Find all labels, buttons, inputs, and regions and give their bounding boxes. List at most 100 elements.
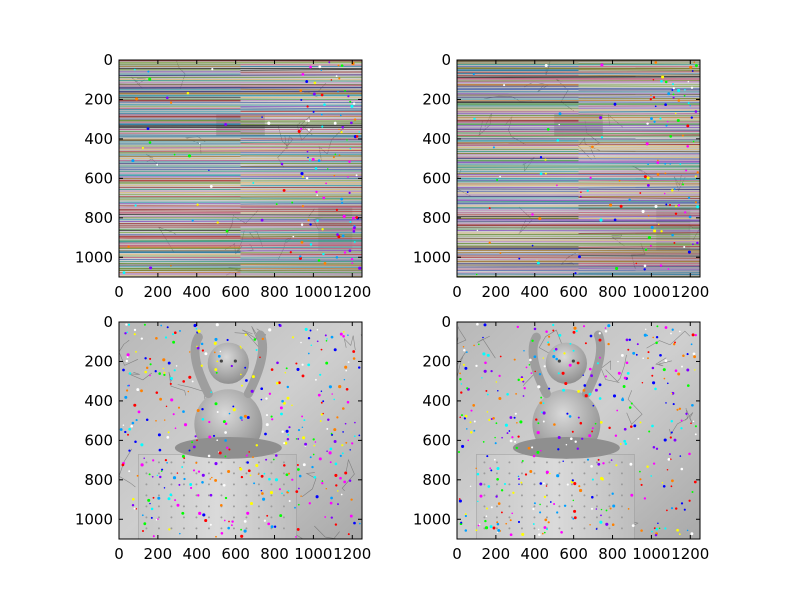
- feature-point: [211, 68, 213, 70]
- feature-point: [529, 470, 532, 473]
- feature-point: [298, 429, 300, 431]
- feature-point: [202, 349, 204, 351]
- feature-point: [684, 211, 686, 213]
- feature-point: [174, 369, 176, 371]
- feature-point: [612, 493, 614, 495]
- box-dimple: [233, 516, 235, 518]
- feature-point: [321, 70, 322, 71]
- box-dimple: [233, 461, 235, 463]
- epipolar-line: [241, 232, 363, 233]
- feature-point: [583, 389, 586, 392]
- feature-point: [585, 342, 587, 344]
- box-dimple: [170, 472, 172, 474]
- feature-point: [679, 533, 681, 535]
- feature-point: [156, 391, 159, 394]
- x-tick-label: 1200: [671, 545, 709, 563]
- feature-point: [606, 509, 608, 511]
- feature-point: [198, 470, 200, 472]
- feature-point: [665, 81, 668, 84]
- feature-point: [651, 226, 654, 229]
- x-tick-label: 800: [260, 545, 289, 563]
- feature-point: [655, 342, 658, 345]
- feature-point: [486, 455, 488, 457]
- box-dimple: [571, 472, 573, 474]
- feature-point: [326, 428, 328, 430]
- feature-point: [682, 135, 684, 137]
- epipolar-line: [119, 79, 362, 80]
- feature-point: [337, 490, 338, 491]
- feature-point: [333, 156, 335, 158]
- feature-point: [131, 159, 134, 162]
- feature-point: [248, 469, 251, 472]
- feature-point: [690, 532, 693, 535]
- feature-point: [177, 472, 178, 473]
- feature-point: [217, 411, 219, 413]
- feature-point: [664, 172, 666, 174]
- x-tick-label: 1000: [632, 283, 670, 301]
- feature-point: [146, 419, 149, 422]
- feature-point: [241, 385, 243, 387]
- feature-point: [528, 447, 531, 450]
- box-dimple: [183, 527, 185, 529]
- feature-point: [147, 127, 150, 130]
- feature-point: [168, 497, 171, 500]
- feature-point: [151, 517, 153, 519]
- feature-point: [266, 515, 268, 517]
- feature-point: [644, 497, 646, 499]
- feature-point: [522, 381, 524, 383]
- feature-point: [147, 499, 150, 502]
- feature-point: [340, 198, 343, 201]
- feature-point: [354, 118, 356, 120]
- feature-point: [695, 334, 697, 336]
- x-tick-label: 0: [114, 283, 124, 301]
- feature-point: [651, 531, 653, 533]
- feature-point: [613, 394, 616, 397]
- doll-eye: [572, 359, 575, 362]
- feature-point: [188, 376, 191, 379]
- feature-point: [664, 378, 666, 380]
- feature-point: [474, 421, 476, 423]
- feature-point: [300, 99, 302, 101]
- box-dimple: [245, 472, 247, 474]
- feature-point: [500, 252, 502, 254]
- feature-point: [659, 354, 662, 357]
- box-dimple: [283, 505, 285, 507]
- feature-point: [500, 356, 502, 358]
- feature-point: [193, 469, 195, 471]
- feature-point: [351, 105, 354, 108]
- feature-point: [518, 478, 520, 480]
- feature-point: [124, 396, 127, 399]
- feature-point: [324, 262, 327, 265]
- box-dimple: [270, 461, 272, 463]
- feature-point: [153, 497, 155, 499]
- feature-point: [297, 468, 300, 471]
- feature-point: [311, 466, 313, 468]
- feature-point: [228, 448, 230, 450]
- feature-point: [318, 394, 321, 397]
- feature-point: [213, 435, 215, 437]
- image-area: [119, 322, 362, 539]
- feature-point: [334, 122, 337, 125]
- feature-point: [617, 361, 618, 362]
- box-dimple: [258, 461, 260, 463]
- feature-point: [256, 349, 258, 351]
- feature-point: [657, 160, 659, 162]
- feature-point: [548, 343, 551, 346]
- box-dimple: [608, 472, 610, 474]
- feature-point: [321, 402, 323, 404]
- feature-point: [265, 459, 267, 461]
- feature-point: [537, 431, 540, 434]
- feature-point: [283, 464, 286, 467]
- x-tick-label: 800: [598, 545, 627, 563]
- feature-point: [319, 457, 322, 460]
- feature-point: [497, 529, 500, 532]
- feature-point: [615, 464, 617, 466]
- feature-point: [675, 369, 678, 372]
- feature-point: [128, 428, 131, 431]
- feature-point: [496, 467, 499, 470]
- feature-point: [287, 434, 289, 436]
- feature-point: [189, 450, 191, 452]
- feature-point: [197, 494, 199, 496]
- epipolar-line: [457, 259, 700, 260]
